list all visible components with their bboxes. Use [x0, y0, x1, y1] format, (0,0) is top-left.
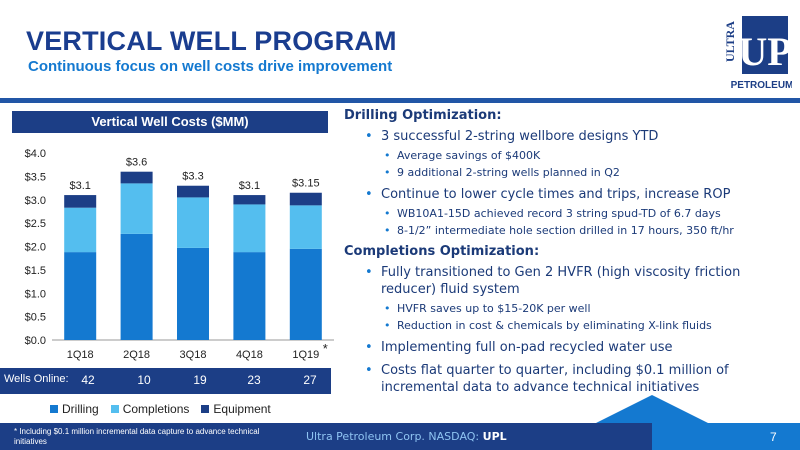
logo-main-text: UP: [738, 29, 791, 74]
legend-swatch: [201, 405, 210, 413]
y-tick-label: $0.5: [25, 312, 46, 324]
page-title: VERTICAL WELL PROGRAM: [26, 26, 397, 56]
legend-label: Equipment: [213, 402, 271, 416]
legend-item-completions: Completions: [110, 400, 190, 418]
bar-total-label: $3.1: [69, 180, 90, 192]
bar-segment-completions: [120, 183, 153, 234]
company-line: Ultra Petroleum Corp. NASDAQ: UPL: [306, 430, 507, 443]
bar-segment-completions: [289, 205, 322, 249]
company-name: Ultra Petroleum Corp. NASDAQ:: [306, 430, 483, 443]
footnote-mark: *: [323, 341, 328, 356]
completions-heading: Completions Optimization:: [344, 244, 540, 259]
bar-total-label: $3.1: [239, 180, 260, 192]
legend-item-drilling: Drilling: [50, 400, 99, 418]
bar-segment-completions: [64, 207, 97, 253]
sub-bullet: 8-1/2” intermediate hole section drilled…: [344, 224, 794, 238]
footer-accent: [596, 395, 708, 423]
y-tick-label: $4.0: [25, 148, 46, 160]
bullet: Costs flat quarter to quarter, including…: [344, 362, 794, 396]
bar-segment-completions: [233, 204, 266, 253]
logo-bottom-text: PETROLEUM: [731, 80, 792, 91]
y-tick-label: $1.0: [25, 288, 46, 300]
legend-label: Drilling: [62, 402, 99, 416]
wells-online-value: 10: [137, 373, 151, 387]
wells-online-label: Wells Online:: [4, 373, 69, 385]
page-number: 7: [770, 430, 777, 444]
page-subtitle: Continuous focus on well costs drive imp…: [28, 58, 393, 75]
header-divider: [0, 98, 800, 103]
bar-total-label: $3.15: [292, 178, 320, 190]
footer-accent-block: [652, 423, 800, 450]
bar-segment-equipment: [289, 192, 322, 206]
bar-segment-equipment: [64, 195, 97, 208]
bar-segment-drilling: [233, 252, 266, 340]
bar-segment-equipment: [177, 185, 209, 198]
bar-segment-drilling: [289, 248, 322, 340]
bar-segment-drilling: [64, 252, 97, 340]
wells-online-value: 27: [303, 373, 317, 387]
bullet: Fully transitioned to Gen 2 HVFR (high v…: [344, 264, 794, 298]
bullet-panel: Drilling Optimization: 3 successful 2-st…: [344, 108, 794, 400]
y-tick-label: $2.5: [25, 218, 46, 230]
sub-bullet: 9 additional 2-string wells planned in Q…: [344, 166, 794, 180]
bar-total-label: $3.3: [182, 171, 203, 183]
bar-segment-drilling: [177, 247, 209, 340]
bar-segment-equipment: [120, 171, 153, 184]
ticker: UPL: [482, 430, 507, 443]
x-tick-label: 3Q18: [180, 349, 207, 361]
wells-online-value: 23: [247, 373, 261, 387]
sub-bullet: HVFR saves up to $15-20K per well: [344, 302, 794, 316]
wells-online-bar: Wells Online: 42 10 19 23 27: [0, 368, 331, 394]
vertical-well-costs-chart: $0.0 $0.5 $1.0 $1.5 $2.0 $2.5 $3.0 $3.5 $4.0 $3.1…: [25, 148, 334, 361]
x-tick-label: 2Q18: [123, 349, 150, 361]
logo-top-text: ULTRA: [726, 21, 737, 62]
bullet: Implementing full on-pad recycled water …: [344, 339, 794, 356]
y-tick-label: $3.0: [25, 195, 46, 207]
bullet: Continue to lower cycle times and trips,…: [344, 186, 794, 203]
legend-swatch: [50, 405, 58, 413]
sub-bullet: Average savings of $400K: [344, 149, 794, 163]
wells-online-value: 42: [81, 373, 95, 387]
bar-total-label: $3.6: [126, 157, 147, 169]
company-logo: ULTRA UP PETROLEUM: [726, 10, 792, 94]
chart-legend: Drilling Completions Equipment: [50, 400, 271, 418]
y-tick-label: $3.5: [25, 171, 46, 183]
footnote: * Including $0.1 million incremental dat…: [14, 427, 260, 446]
y-tick-label: $2.0: [25, 242, 46, 254]
bar-segment-equipment: [233, 195, 266, 205]
wells-online-value: 19: [193, 373, 207, 387]
chart-title: Vertical Well Costs ($MM): [12, 111, 328, 133]
sub-bullet: WB10A1-15D achieved record 3 string spud…: [344, 207, 794, 221]
x-tick-label: 1Q18: [67, 349, 94, 361]
footer-bar: * Including $0.1 million incremental dat…: [0, 395, 800, 450]
drilling-heading: Drilling Optimization:: [344, 108, 502, 123]
sub-bullet: Reduction in cost & chemicals by elimina…: [344, 319, 794, 333]
legend-swatch: [110, 405, 119, 413]
y-tick-label: $0.0: [25, 335, 46, 347]
legend-label: Completions: [122, 402, 190, 416]
x-tick-label: 4Q18: [236, 349, 263, 361]
legend-item-equipment: Equipment: [201, 400, 271, 418]
bar-segment-completions: [177, 197, 209, 248]
bar-segment-drilling: [120, 233, 153, 340]
y-tick-label: $1.5: [25, 265, 46, 277]
bullet: 3 successful 2-string wellbore designs Y…: [344, 128, 794, 145]
x-tick-label: 1Q19: [292, 349, 319, 361]
